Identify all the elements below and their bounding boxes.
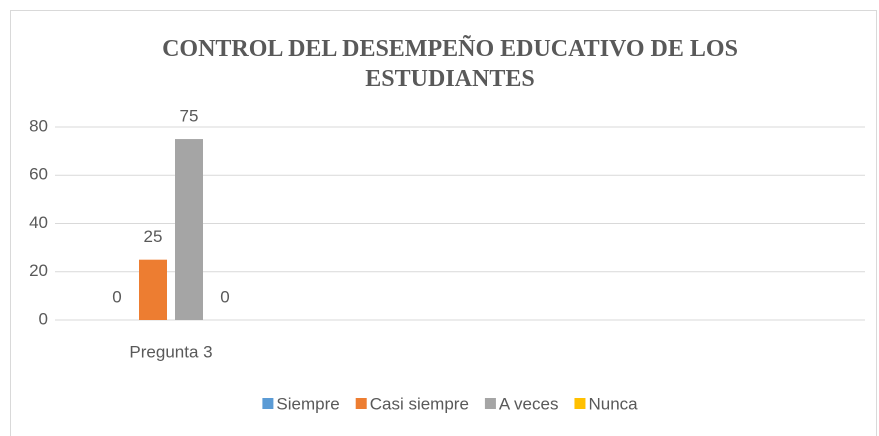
bar	[139, 259, 167, 320]
chart-title: CONTROL DEL DESEMPEÑO EDUCATIVO DE LOS ES…	[162, 36, 738, 92]
legend-swatch	[262, 398, 274, 409]
legend-label: Casi siempre	[370, 394, 469, 413]
legend-swatch	[355, 398, 367, 409]
y-tick-label: 60	[29, 165, 48, 184]
legend: Siempre Casi siempre A veces Nunca	[262, 394, 638, 413]
y-tick-label: 80	[29, 116, 48, 135]
legend-label: Siempre	[276, 394, 339, 413]
legend-label: A veces	[499, 394, 559, 413]
data-label: 0	[220, 287, 229, 306]
data-label: 0	[112, 287, 121, 306]
y-tick-label: 40	[29, 213, 48, 232]
data-label: 25	[144, 227, 163, 246]
legend-swatch	[484, 398, 496, 409]
legend-swatch	[574, 398, 586, 409]
y-tick-label: 0	[39, 309, 48, 328]
bar	[175, 139, 203, 320]
y-tick-label: 20	[29, 261, 48, 280]
data-label: 75	[180, 107, 199, 126]
x-tick-label: Pregunta 3	[129, 342, 212, 361]
legend-label: Nunca	[588, 394, 638, 413]
